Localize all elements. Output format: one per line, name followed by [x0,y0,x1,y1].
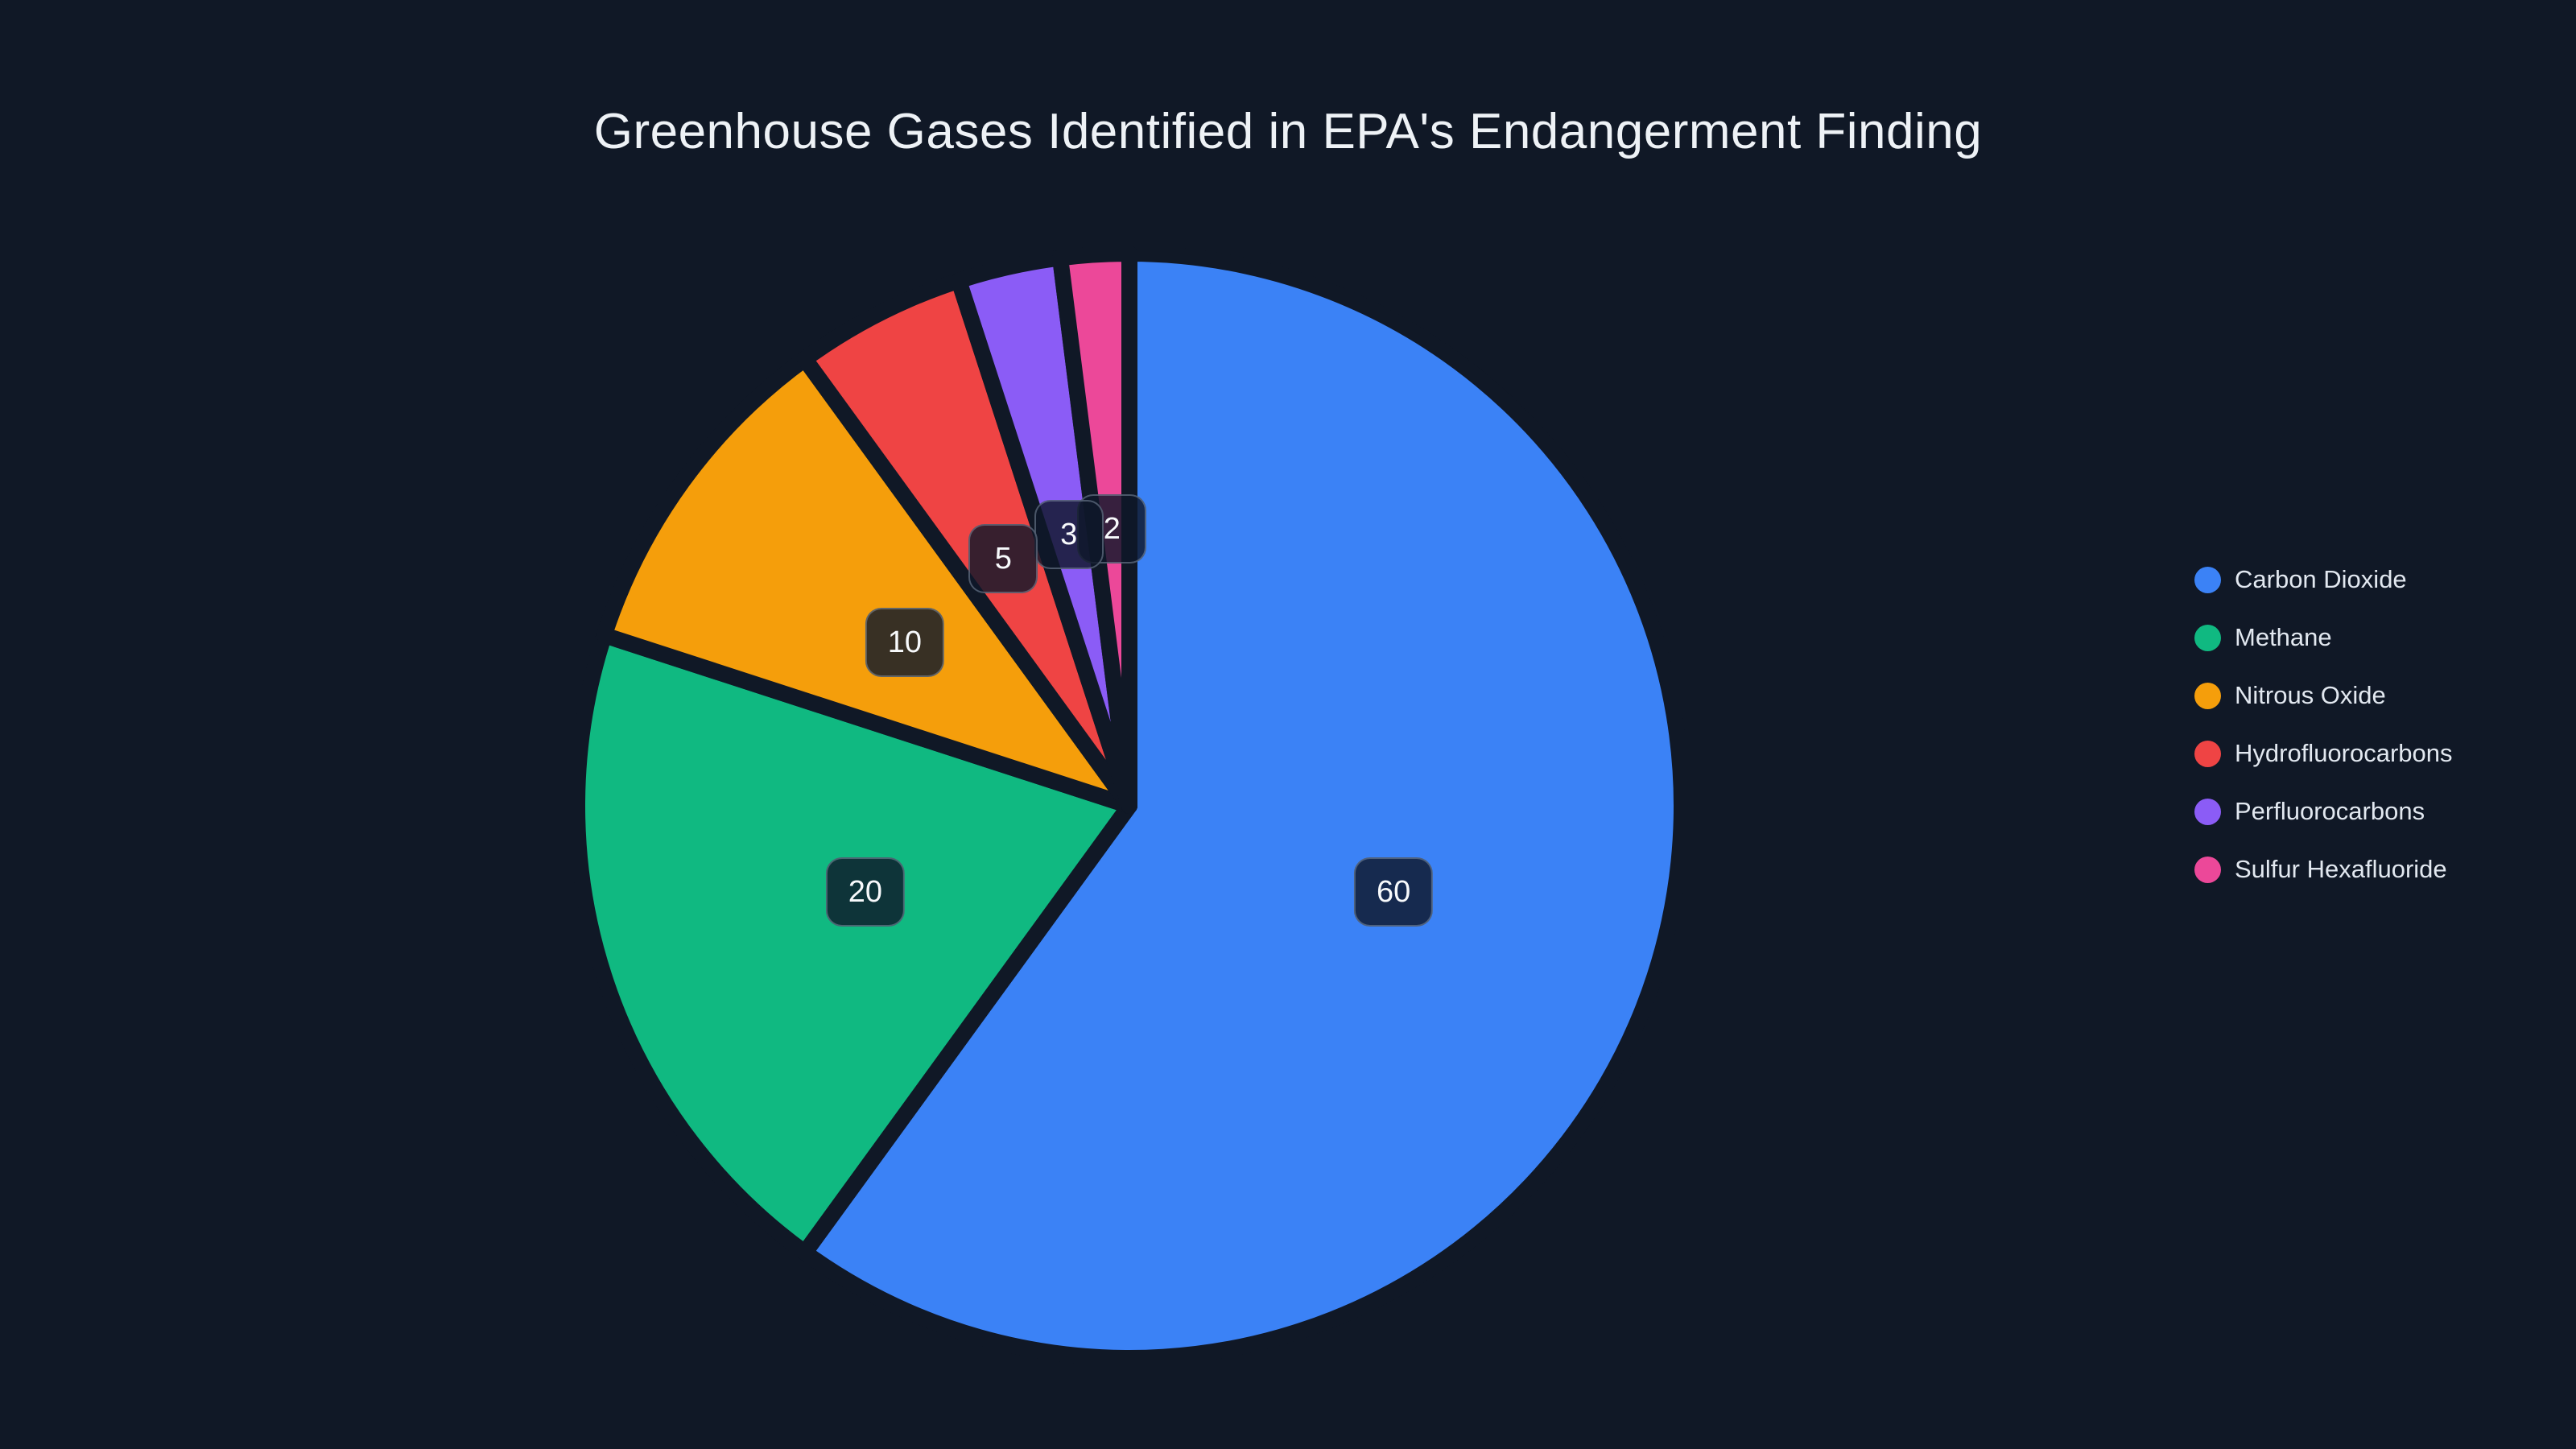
legend-color-dot [2194,740,2221,767]
slice-value-label-perfluorocarbons: 3 [1034,500,1104,570]
legend-item-hydrofluorocarbons[interactable]: Hydrofluorocarbons [2194,737,2453,770]
legend-item-methane[interactable]: Methane [2194,621,2453,654]
slice-value-label-nitrous-oxide: 10 [865,608,945,678]
legend-item-label: Sulfur Hexafluoride [2235,855,2447,883]
legend-item-sulfur-hexafluoride[interactable]: Sulfur Hexafluoride [2194,853,2453,886]
legend-item-nitrous-oxide[interactable]: Nitrous Oxide [2194,679,2453,712]
legend-color-dot [2194,566,2221,593]
legend-item-label: Carbon Dioxide [2235,565,2407,593]
legend-color-dot [2194,624,2221,651]
slice-value-label-hydrofluorocarbons: 5 [968,523,1038,593]
pie-slice-nitrous-oxide[interactable] [596,351,1137,814]
legend-item-label: Perfluorocarbons [2235,797,2425,825]
legend-item-perfluorocarbons[interactable]: Perfluorocarbons [2194,795,2453,828]
legend-item-label: Methane [2235,623,2332,651]
legend-item-label: Nitrous Oxide [2235,681,2386,709]
legend-item-label: Hydrofluorocarbons [2235,739,2453,767]
chart-title: Greenhouse Gases Identified in EPA's End… [593,104,1983,159]
legend-color-dot [2194,856,2221,883]
legend-color-dot [2194,798,2221,825]
legend: Carbon Dioxide Methane Nitrous Oxide Hydrof… [2194,564,2453,911]
slice-value-label-methane: 20 [825,857,906,927]
pie-slice-carbon-dioxide[interactable] [796,246,1690,1366]
slice-value-label-carbon-dioxide: 60 [1353,857,1434,927]
legend-item-carbon-dioxide[interactable]: Carbon Dioxide [2194,564,2453,596]
legend-color-dot [2194,682,2221,709]
pie-slice-methane[interactable] [569,627,1137,1261]
